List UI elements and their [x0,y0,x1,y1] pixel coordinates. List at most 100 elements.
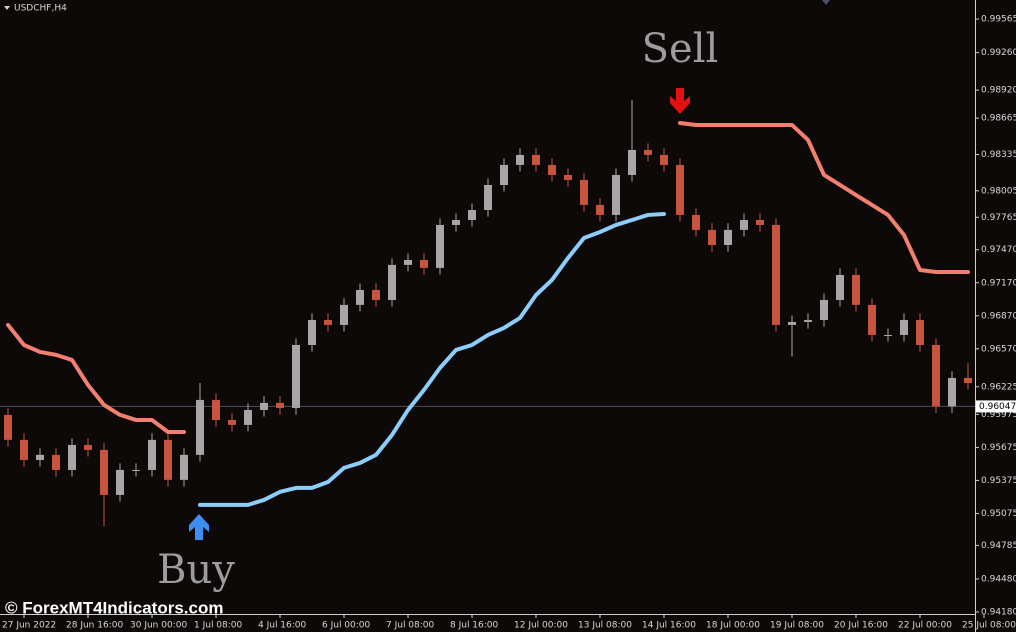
candle-body [372,289,380,300]
candle-body [852,274,860,305]
indicator-line [198,211,666,507]
x-tick-label: 22 Jul 00:00 [898,621,952,631]
y-tick-label: 0.97765 [981,213,1016,223]
candle-body [324,319,332,325]
candle-body [292,344,300,408]
x-tick-label: 30 Jun 00:00 [130,621,187,631]
current-price-box [976,400,1016,413]
y-tick-label: 0.94180 [981,608,1016,618]
indicator-line [6,120,970,434]
candle-body [692,214,700,230]
candle-body [436,224,444,268]
candle-body [388,264,396,300]
candle-body [100,449,108,495]
candle-body [548,164,556,175]
x-tick-label: 6 Jul 00:00 [322,621,371,631]
candle-body [964,377,972,383]
candle-body [772,224,780,325]
x-tick-label: 20 Jul 16:00 [834,621,888,631]
candle-body [212,399,220,420]
candle-body [500,164,508,185]
candle-body [84,444,92,450]
candle-body [676,164,684,215]
x-tick-label: 18 Jul 00:00 [706,621,760,631]
sell-arrow [670,88,690,114]
current-price-label: 0.96047 [979,402,1016,412]
candle-body [900,319,908,335]
x-tick-label: 8 Jul 16:00 [450,621,499,631]
y-tick-label: 0.97170 [981,278,1016,288]
candle-body [228,419,236,425]
candle-body [308,319,316,345]
candle-body [836,274,844,300]
candle-body [260,402,268,410]
candle-body [356,289,364,305]
buy-label: Buy [157,547,235,593]
candle-body [708,229,716,245]
candle-body [116,469,124,495]
y-tick-label: 0.98920 [981,86,1016,96]
y-tick-label: 0.96570 [981,344,1016,354]
candle-body [932,344,940,407]
x-tick-label: 7 Jul 08:00 [386,621,435,631]
y-tick-label: 0.95075 [981,509,1016,519]
y-tick-label: 0.96870 [981,311,1016,321]
x-tick-label: 14 Jul 16:00 [642,621,696,631]
y-tick-label: 0.94785 [981,541,1016,551]
candle-body [452,220,460,225]
candle-body [148,439,156,470]
candle-body [420,259,428,268]
candle-body [4,414,12,440]
x-tick-label: 28 Jun 16:00 [66,621,123,631]
candle-body [628,149,636,175]
x-tick-label: 13 Jul 08:00 [578,621,632,631]
y-tick-label: 0.95375 [981,476,1016,486]
candle-body [404,259,412,265]
candle-body [244,409,252,425]
candle-body [532,154,540,165]
sell-label: Sell [642,26,719,72]
y-tick-label: 0.98665 [981,114,1016,124]
candle-body [468,209,476,221]
candle-body [580,179,588,205]
candle-body [804,319,812,322]
y-tick-label: 0.99260 [981,48,1016,58]
y-tick-label: 0.99565 [981,15,1016,25]
candle-body [916,319,924,345]
y-tick-label: 0.98005 [981,186,1016,196]
watermark: © ForexMT4Indicators.com [5,598,223,617]
y-tick-label: 0.98335 [981,150,1016,160]
candle-body [788,321,796,325]
y-tick-label: 0.95975 [981,410,1016,420]
candle-body [660,154,668,165]
y-tick-label: 0.96225 [981,382,1016,392]
shift-marker [822,0,830,5]
candle-body [724,229,732,245]
candle-body [52,454,60,470]
chart-title: USDCHF,H4 [14,4,67,14]
candle-body [196,399,204,455]
candle-body [644,149,652,155]
buy-arrow [189,514,209,540]
candle-body [484,184,492,210]
candle-body [612,174,620,215]
candle-body [180,454,188,480]
x-tick-label: 4 Jul 16:00 [258,621,307,631]
x-tick-label: 25 Jul 08:00 [962,621,1016,631]
candle-body [948,377,956,407]
candle-body [868,304,876,335]
y-tick-label: 0.94480 [981,574,1016,584]
candle-body [516,154,524,165]
candle-body [68,444,76,470]
candle-body [36,454,44,460]
candle-body [276,402,284,408]
plot [0,99,975,527]
x-tick-label: 1 Jul 08:00 [194,621,243,631]
x-tick-label: 19 Jul 08:00 [770,621,824,631]
symbol-menu-icon[interactable] [4,6,10,10]
candle-body [132,469,140,471]
candle-body [740,220,748,230]
